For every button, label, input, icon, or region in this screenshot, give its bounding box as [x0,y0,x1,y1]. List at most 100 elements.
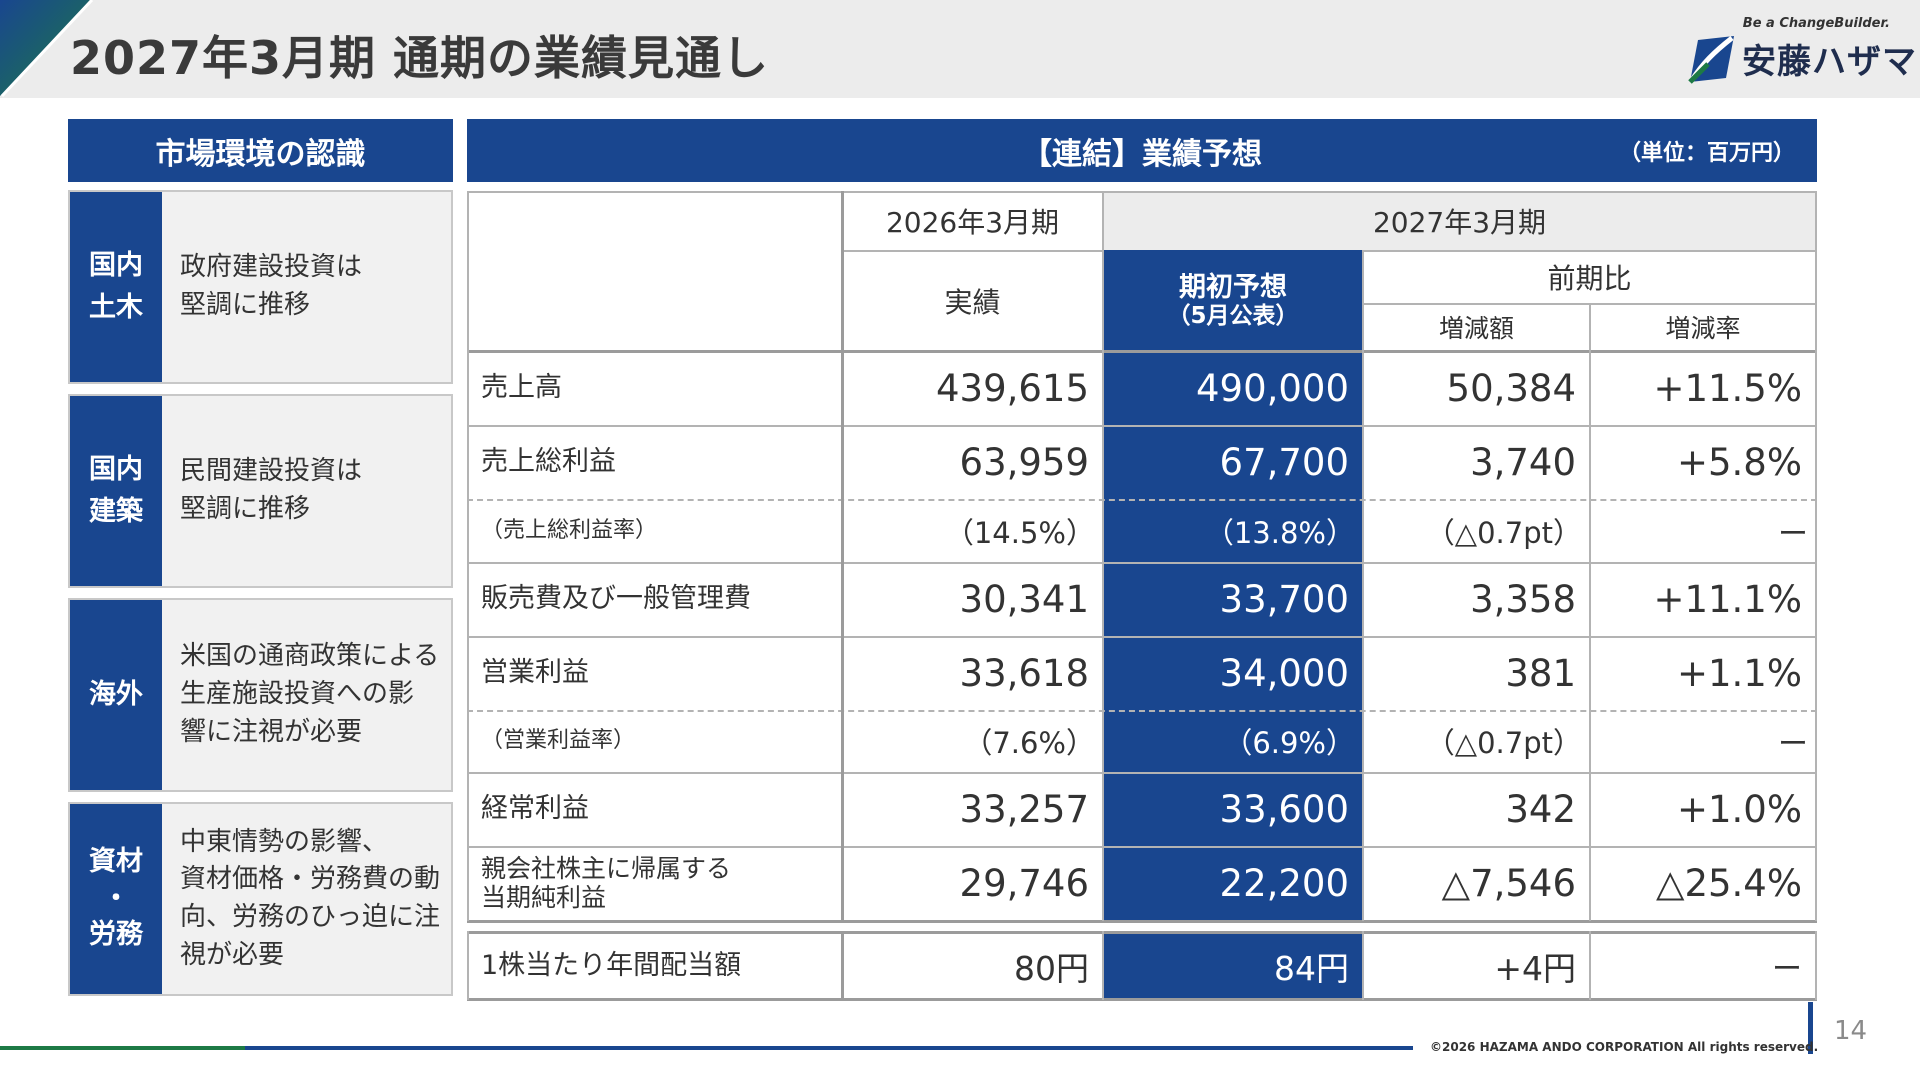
row-label-operating-margin: （営業利益率） [481,728,636,754]
grid-line [467,191,469,921]
page-title: 2027年3月期 通期の業績見通し [70,31,770,85]
cell-change: 3,740 [1470,440,1576,484]
grid-line [842,250,1103,252]
grid-line [1102,931,1104,1000]
col-header-2026: 2026年3月期 [885,205,1060,239]
cell-actual: 29,746 [959,862,1089,905]
grid-line [1815,191,1817,921]
grid-line [467,931,469,1000]
cell-rate: +1.1% [1676,651,1802,695]
cell-actual: 33,618 [959,651,1089,695]
copyright-text: ©2026 HAZAMA ANDO CORPORATION All rights… [1430,1040,1819,1054]
grid-line [467,920,1817,923]
cell-actual: 80円 [1014,948,1089,988]
grid-line [841,191,844,921]
grid-line [1589,931,1591,1000]
market-item-label: 海外 [70,600,162,790]
market-item-domestic-building: 国内 建築 民間建設投資は 堅調に推移 [68,394,453,588]
grid-line [467,350,1817,353]
grid-line [467,191,1817,193]
row-label-gross-profit: 売上総利益 [481,446,616,478]
col-header-initial-forecast-label: 期初予想 [1179,271,1287,303]
cell-change: （△0.7pt） [1425,726,1582,760]
cell-actual: 63,959 [959,440,1089,484]
footer-accent-line [245,1046,1413,1050]
cell-rate: +5.8% [1676,440,1802,484]
col-header-change-amount: 増減額 [1438,314,1514,343]
cell-rate: ー [1778,516,1808,552]
cell-forecast: （6.9%） [1103,710,1363,772]
grid-line [841,931,844,1000]
grid-line [467,998,1817,1001]
grid-line [1815,931,1817,1000]
col-header-initial-forecast-sub: （5月公表） [1167,302,1299,329]
col-header-2027: 2027年3月期 [1103,191,1816,250]
grid-line [1363,250,1817,252]
grid-line [467,636,1817,638]
grid-line [467,499,1817,501]
grid-line [467,931,1817,934]
logo-tagline: Be a ChangeBuilder. [1742,16,1890,31]
col-header-initial-forecast: 期初予想 （5月公表） [1103,250,1363,351]
cell-forecast: 84円 [1103,932,1363,999]
row-label-sga: 販売費及び一般管理費 [481,583,751,615]
cell-actual: 33,257 [959,787,1089,831]
grid-line [1589,303,1591,921]
cell-forecast: 34,000 [1103,636,1363,710]
footer-page-bar [1808,1002,1813,1054]
footer-accent-line [0,1046,245,1050]
cell-rate: +1.0% [1676,787,1802,831]
grid-line [1362,250,1364,921]
forecast-section-header: 【連結】業績予想 （単位：百万円） [467,119,1817,182]
cell-forecast: 33,600 [1103,772,1363,846]
cell-change: △7,546 [1441,862,1576,905]
col-header-change-rate: 増減率 [1665,314,1741,343]
grid-line [467,710,1817,712]
grid-line [467,425,1817,427]
cell-actual: 439,615 [935,366,1089,410]
cell-change: +4円 [1494,948,1576,988]
market-item-label: 資材 ・ 労務 [70,804,162,994]
cell-forecast: 22,200 [1103,846,1363,921]
market-item-overseas: 海外 米国の通商政策による 生産施設投資への影 響に注視が必要 [68,598,453,792]
grid-line [1102,191,1104,921]
cell-actual: （7.6%） [963,726,1095,760]
forecast-section-title: 【連結】業績予想 [1022,136,1262,172]
grid-line [467,772,1817,774]
unit-label: （単位：百万円） [1618,140,1795,166]
market-item-text: 政府建設投資は 堅調に推移 [180,252,363,320]
row-label-gross-margin: （売上総利益率） [481,517,658,543]
row-label-ordinary-profit: 経常利益 [481,793,589,825]
corner-accent [0,0,94,98]
slide-header: 2027年3月期 通期の業績見通し Be a ChangeBuilder. 安藤… [0,0,1920,98]
grid-line [467,562,1817,564]
market-item-label: 国内 土木 [70,192,162,382]
cell-actual: （14.5%） [944,515,1095,550]
cell-rate: ー [1778,727,1808,762]
market-section-title: 市場環境の認識 [68,119,453,182]
grid-line [467,846,1817,848]
market-item-text: 米国の通商政策による 生産施設投資への影 響に注視が必要 [180,641,440,747]
logo-name: 安藤ハザマ [1742,42,1917,82]
cell-actual: 30,341 [959,577,1089,621]
market-item-domestic-civil: 国内 土木 政府建設投資は 堅調に推移 [68,190,453,384]
cell-change: 50,384 [1446,366,1576,410]
cell-rate: △25.4% [1656,862,1802,905]
cell-forecast: （13.8%） [1103,499,1363,562]
market-item-label: 国内 建築 [70,396,162,586]
logo-mark-icon [1688,36,1734,84]
cell-change: 381 [1505,651,1576,695]
cell-forecast: 490,000 [1103,351,1363,425]
col-header-yoy: 前期比 [1547,261,1632,295]
market-item-text: 民間建設投資は 堅調に推移 [180,456,363,524]
cell-rate: +11.1% [1653,577,1802,621]
grid-line [1362,931,1364,1000]
market-item-text: 中東情勢の影響、 資材価格・労務費の動 向、労務のひっ迫に注 視が必要 [180,826,441,970]
cell-rate: ー [1772,951,1802,987]
col-header-actual: 実績 [944,285,1001,319]
row-label-net-income: 親会社株主に帰属する 当期純利益 [481,853,732,912]
cell-forecast: 33,700 [1103,562,1363,636]
cell-change: 3,358 [1470,577,1576,621]
row-label-net-sales: 売上高 [481,372,562,404]
market-item-materials-labor: 資材 ・ 労務 中東情勢の影響、 資材価格・労務費の動 向、労務のひっ迫に注 視… [68,802,453,996]
